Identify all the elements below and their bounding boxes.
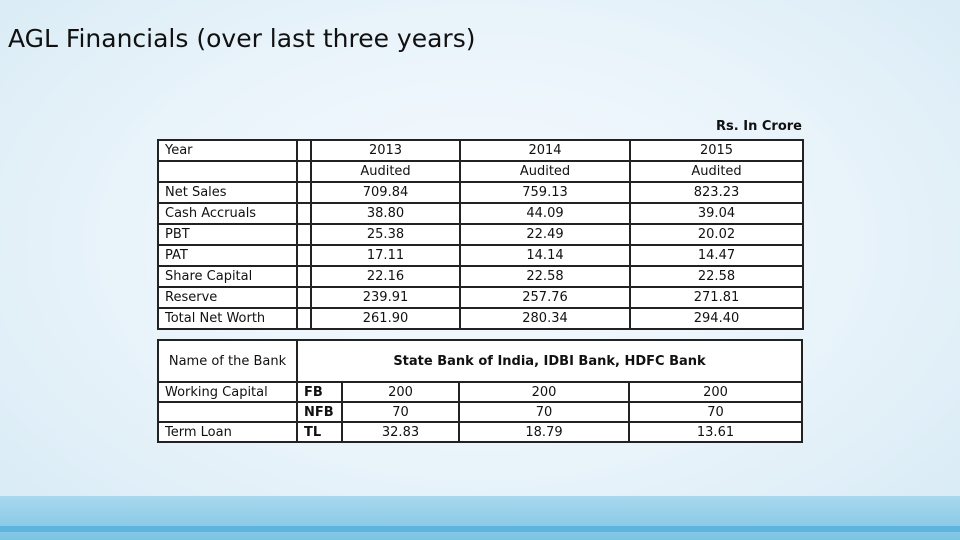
spacer-cell <box>296 307 312 330</box>
empty-cell <box>157 401 298 423</box>
row-label: Cash Accruals <box>157 202 298 225</box>
cell-value: 22.58 <box>459 265 631 288</box>
cell-value: 70 <box>628 401 803 423</box>
row-label: Total Net Worth <box>157 307 298 330</box>
spacer-cell <box>296 286 312 309</box>
spacer-cell <box>296 265 312 288</box>
table-row: Year 2013 2014 2015 <box>157 139 804 162</box>
working-capital-label: Working Capital <box>157 381 298 403</box>
cell-value: 280.34 <box>459 307 631 330</box>
financials-table: Year 2013 2014 2015 Audited Audited Audi… <box>157 139 804 330</box>
audited-2014: Audited <box>459 160 631 183</box>
cell-value: 709.84 <box>310 181 461 204</box>
cell-value: 22.16 <box>310 265 461 288</box>
table-row: PBT 25.38 22.49 20.02 <box>157 223 804 246</box>
row-label: Share Capital <box>157 265 298 288</box>
footer-band <box>0 496 960 540</box>
cell-value: 200 <box>341 381 460 403</box>
year-header-2015: 2015 <box>629 139 804 162</box>
spacer-cell <box>296 202 312 225</box>
cell-value: 20.02 <box>629 223 804 246</box>
cell-value: 13.61 <box>628 421 803 443</box>
cell-value: 239.91 <box>310 286 461 309</box>
spacer-cell <box>296 181 312 204</box>
table-row: Total Net Worth 261.90 280.34 294.40 <box>157 307 804 330</box>
row-label: Reserve <box>157 286 298 309</box>
spacer-cell <box>296 139 312 162</box>
table-row: PAT 17.11 14.14 14.47 <box>157 244 804 267</box>
cell-value: 22.58 <box>629 265 804 288</box>
limits-table: Working Capital FB 200 200 200 NFB 70 70… <box>157 381 803 443</box>
cell-value: 823.23 <box>629 181 804 204</box>
cell-value: 759.13 <box>459 181 631 204</box>
table-row: Cash Accruals 38.80 44.09 39.04 <box>157 202 804 225</box>
limit-code: FB <box>296 381 343 403</box>
limit-code: TL <box>296 421 343 443</box>
cell-value: 271.81 <box>629 286 804 309</box>
table-row: Share Capital 22.16 22.58 22.58 <box>157 265 804 288</box>
cell-value: 261.90 <box>310 307 461 330</box>
term-loan-label: Term Loan <box>157 421 298 443</box>
footer-stripe <box>0 526 960 532</box>
cell-value: 18.79 <box>458 421 630 443</box>
page-title: AGL Financials (over last three years) <box>8 24 476 53</box>
bank-table: Name of the Bank State Bank of India, ID… <box>157 339 803 383</box>
cell-value: 39.04 <box>629 202 804 225</box>
limit-code: NFB <box>296 401 343 423</box>
cell-value: 200 <box>458 381 630 403</box>
cell-value: 70 <box>458 401 630 423</box>
table-row: Term Loan TL 32.83 18.79 13.61 <box>157 421 803 443</box>
row-label: Net Sales <box>157 181 298 204</box>
cell-value: 14.47 <box>629 244 804 267</box>
cell-value: 14.14 <box>459 244 631 267</box>
cell-value: 32.83 <box>341 421 460 443</box>
year-header-2014: 2014 <box>459 139 631 162</box>
year-header-label: Year <box>157 139 298 162</box>
empty-cell <box>157 160 298 183</box>
cell-value: 294.40 <box>629 307 804 330</box>
row-label: PBT <box>157 223 298 246</box>
unit-label: Rs. In Crore <box>716 119 802 134</box>
bank-value: State Bank of India, IDBI Bank, HDFC Ban… <box>296 339 803 383</box>
cell-value: 17.11 <box>310 244 461 267</box>
cell-value: 25.38 <box>310 223 461 246</box>
table-row: Name of the Bank State Bank of India, ID… <box>157 339 803 383</box>
cell-value: 257.76 <box>459 286 631 309</box>
table-row: NFB 70 70 70 <box>157 401 803 423</box>
cell-value: 44.09 <box>459 202 631 225</box>
spacer-cell <box>296 223 312 246</box>
cell-value: 200 <box>628 381 803 403</box>
bank-label: Name of the Bank <box>157 339 298 383</box>
table-row: Working Capital FB 200 200 200 <box>157 381 803 403</box>
audited-2013: Audited <box>310 160 461 183</box>
cell-value: 22.49 <box>459 223 631 246</box>
row-label: PAT <box>157 244 298 267</box>
audited-2015: Audited <box>629 160 804 183</box>
table-row: Net Sales 709.84 759.13 823.23 <box>157 181 804 204</box>
spacer-cell <box>296 160 312 183</box>
table-row: Reserve 239.91 257.76 271.81 <box>157 286 804 309</box>
cell-value: 38.80 <box>310 202 461 225</box>
spacer-cell <box>296 244 312 267</box>
table-row: Audited Audited Audited <box>157 160 804 183</box>
year-header-2013: 2013 <box>310 139 461 162</box>
cell-value: 70 <box>341 401 460 423</box>
